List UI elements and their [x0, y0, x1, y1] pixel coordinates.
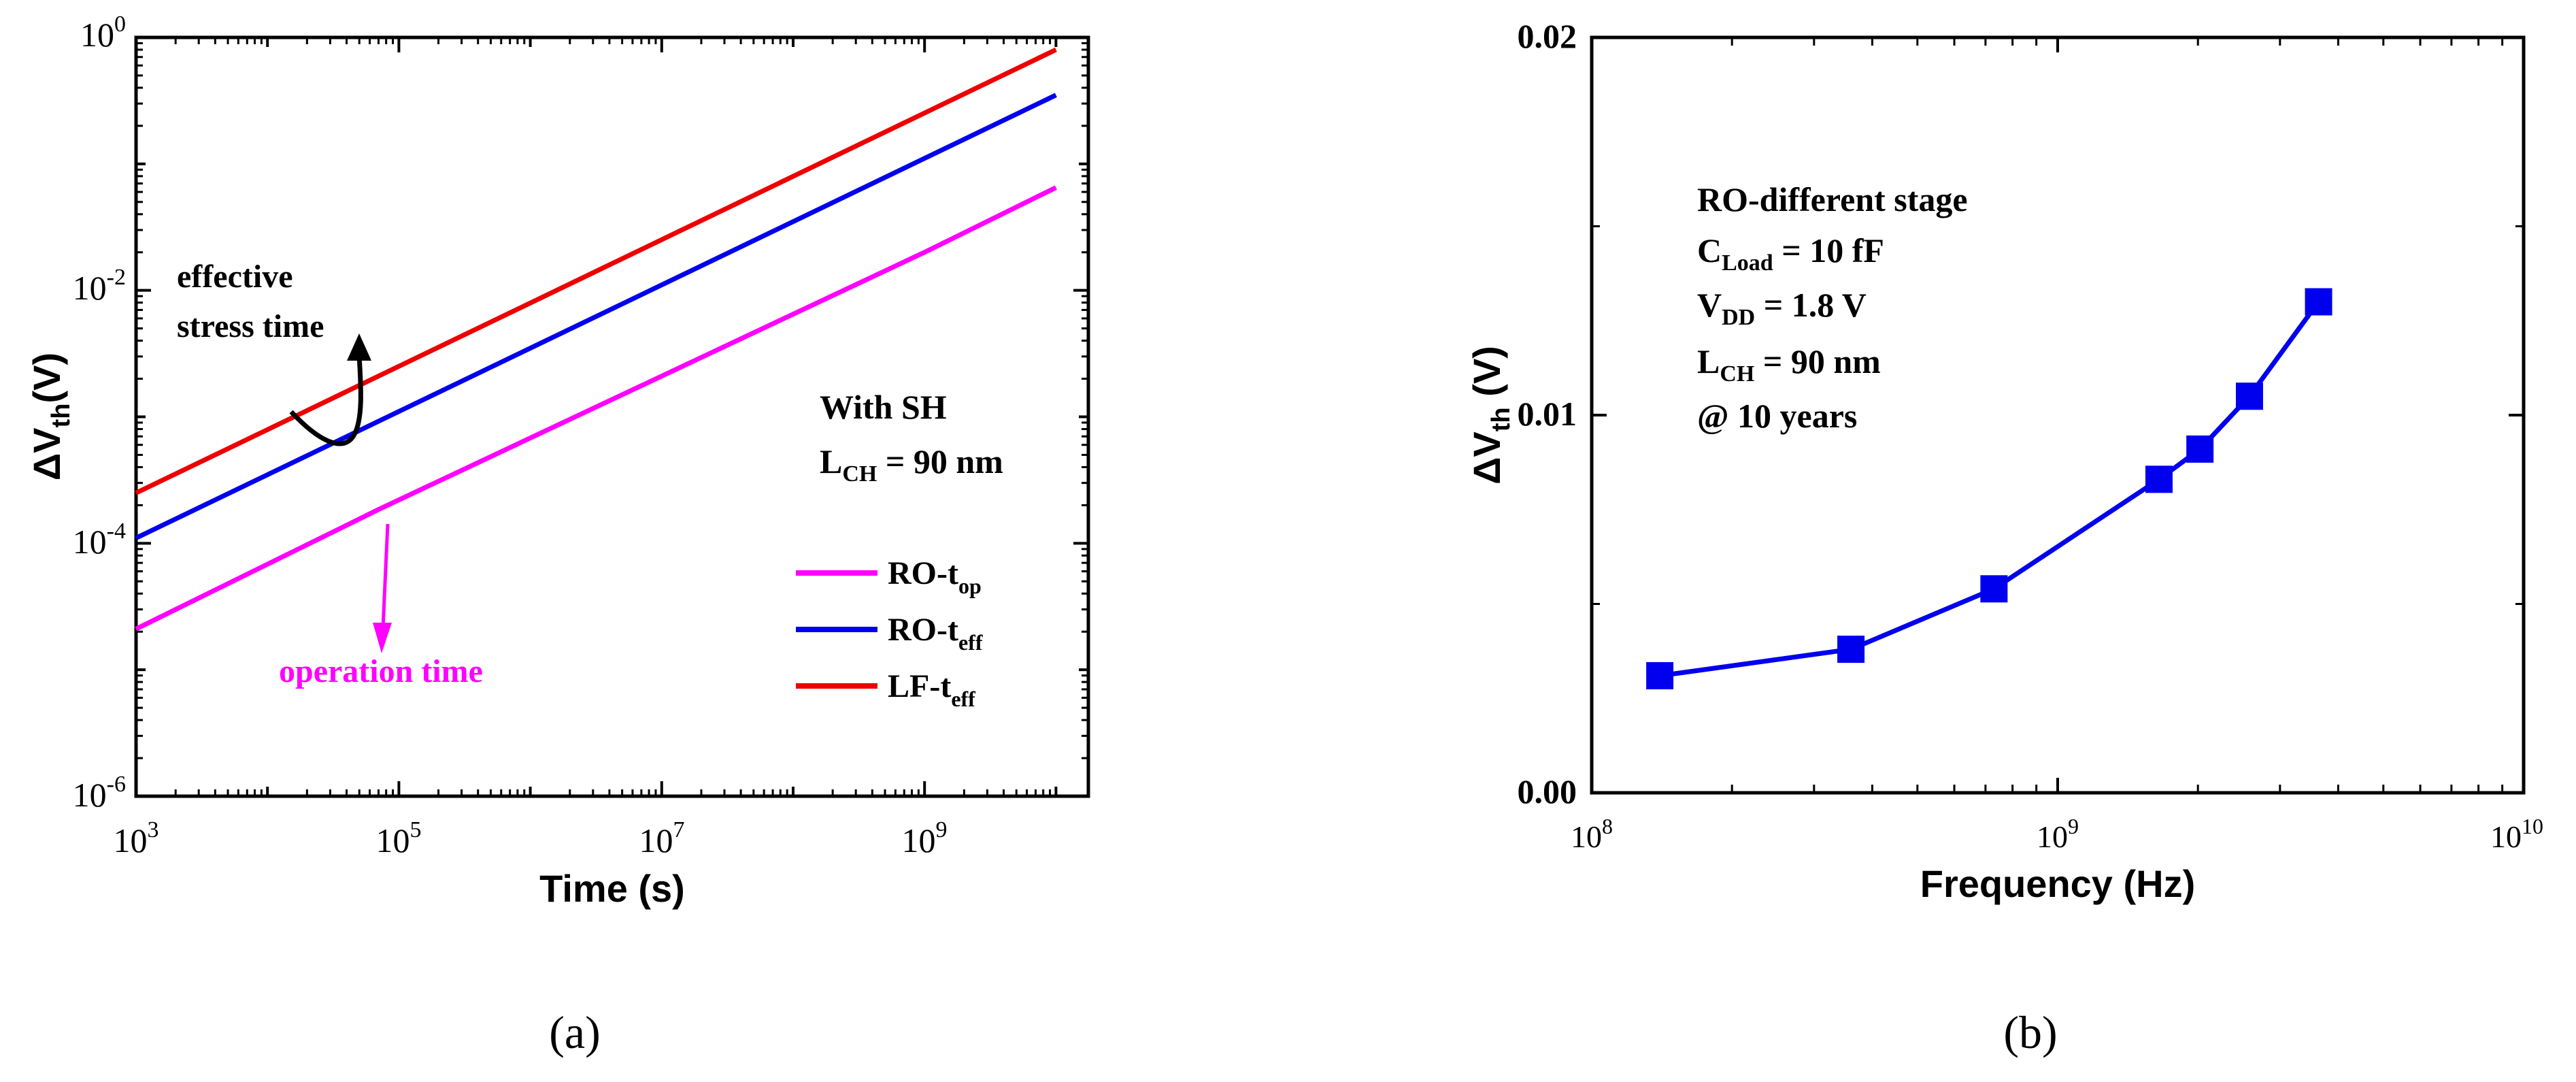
curved-arrow-icon	[289, 355, 363, 446]
data-point	[2305, 288, 2332, 316]
panel-a-ylabel: ΔVth(V)	[25, 353, 76, 480]
annotation-effective: effective	[177, 259, 293, 295]
curved-arrow-head-icon	[347, 333, 371, 361]
panel-a-xlabel: Time (s)	[539, 867, 685, 910]
series-lf-teff	[135, 47, 1057, 495]
panel-a-condition-lch: LCH = 90 nm	[820, 442, 1003, 487]
panel-b-xtick-label: 109	[2037, 814, 2079, 854]
annotation-operation-time: operation time	[279, 653, 483, 689]
panel-b-xtick-label: 1010	[2490, 814, 2543, 854]
panel-a-xtick-label: 107	[639, 817, 685, 859]
data-point	[2235, 382, 2263, 410]
legend-label-lf-teff: LF-teff	[888, 668, 975, 711]
series-ro-top	[135, 185, 1057, 632]
panel-a-ytick-label: 10-4	[73, 519, 126, 561]
panel-b-xtick-label: 108	[1571, 814, 1613, 854]
panel-a: 103 105 107 109 10-6 10-4 10-2 100 Time …	[25, 12, 1090, 1058]
panel-b-series	[1646, 288, 2332, 689]
panel-a-ticks	[135, 36, 1088, 798]
legend-label-ro-top: RO-top	[888, 555, 982, 598]
panel-a-legend: RO-top RO-teff LF-teff	[796, 555, 983, 711]
condition-vdd: VDD = 1.8 V	[1697, 286, 1867, 330]
data-point	[1646, 661, 1674, 689]
panel-a-ytick-label: 10-2	[73, 265, 126, 307]
panel-b-ytick-label: 0.01	[1518, 395, 1577, 433]
condition-time: @ 10 years	[1697, 397, 1857, 435]
data-point	[1980, 575, 2008, 603]
data-point	[2145, 465, 2173, 493]
panel-a-xtick-label: 103	[114, 817, 159, 859]
panel-b: 108 109 1010 0.00 0.01 0.02 Frequency (H…	[1465, 17, 2543, 1058]
panel-b-xlabel: Frequency (Hz)	[1920, 862, 2196, 905]
condition-lch: LCH = 90 nm	[1697, 342, 1881, 387]
panel-a-xtick-label: 109	[902, 817, 948, 859]
condition-cload: CLoad = 10 fF	[1697, 231, 1884, 276]
operation-arrow-head-icon	[373, 623, 392, 653]
data-point	[2186, 435, 2214, 463]
series-ro-teff	[135, 93, 1057, 540]
condition-title: RO-different stage	[1697, 180, 1968, 218]
panel-b-ytick-label: 0.00	[1518, 772, 1577, 810]
panel-b-ticks	[1590, 36, 2525, 794]
data-point	[1837, 636, 1865, 663]
legend-label-ro-teff: RO-teff	[888, 612, 983, 655]
panel-a-series	[135, 47, 1057, 632]
panel-b-ytick-label: 0.02	[1518, 17, 1577, 55]
panel-b-ylabel: ΔVth (V)	[1465, 346, 1516, 485]
panel-a-xtick-label: 105	[376, 817, 422, 859]
panel-b-label: (b)	[2003, 1006, 2057, 1058]
panel-b-conditions: RO-different stage CLoad = 10 fF VDD = 1…	[1697, 180, 1968, 435]
annotation-stress-time: stress time	[177, 308, 324, 344]
panel-a-label: (a)	[549, 1006, 600, 1058]
panel-a-ytick-label: 100	[80, 12, 126, 54]
panel-a-condition-with-sh: With SH	[820, 388, 947, 426]
panel-a-ytick-label: 10-6	[73, 772, 126, 814]
